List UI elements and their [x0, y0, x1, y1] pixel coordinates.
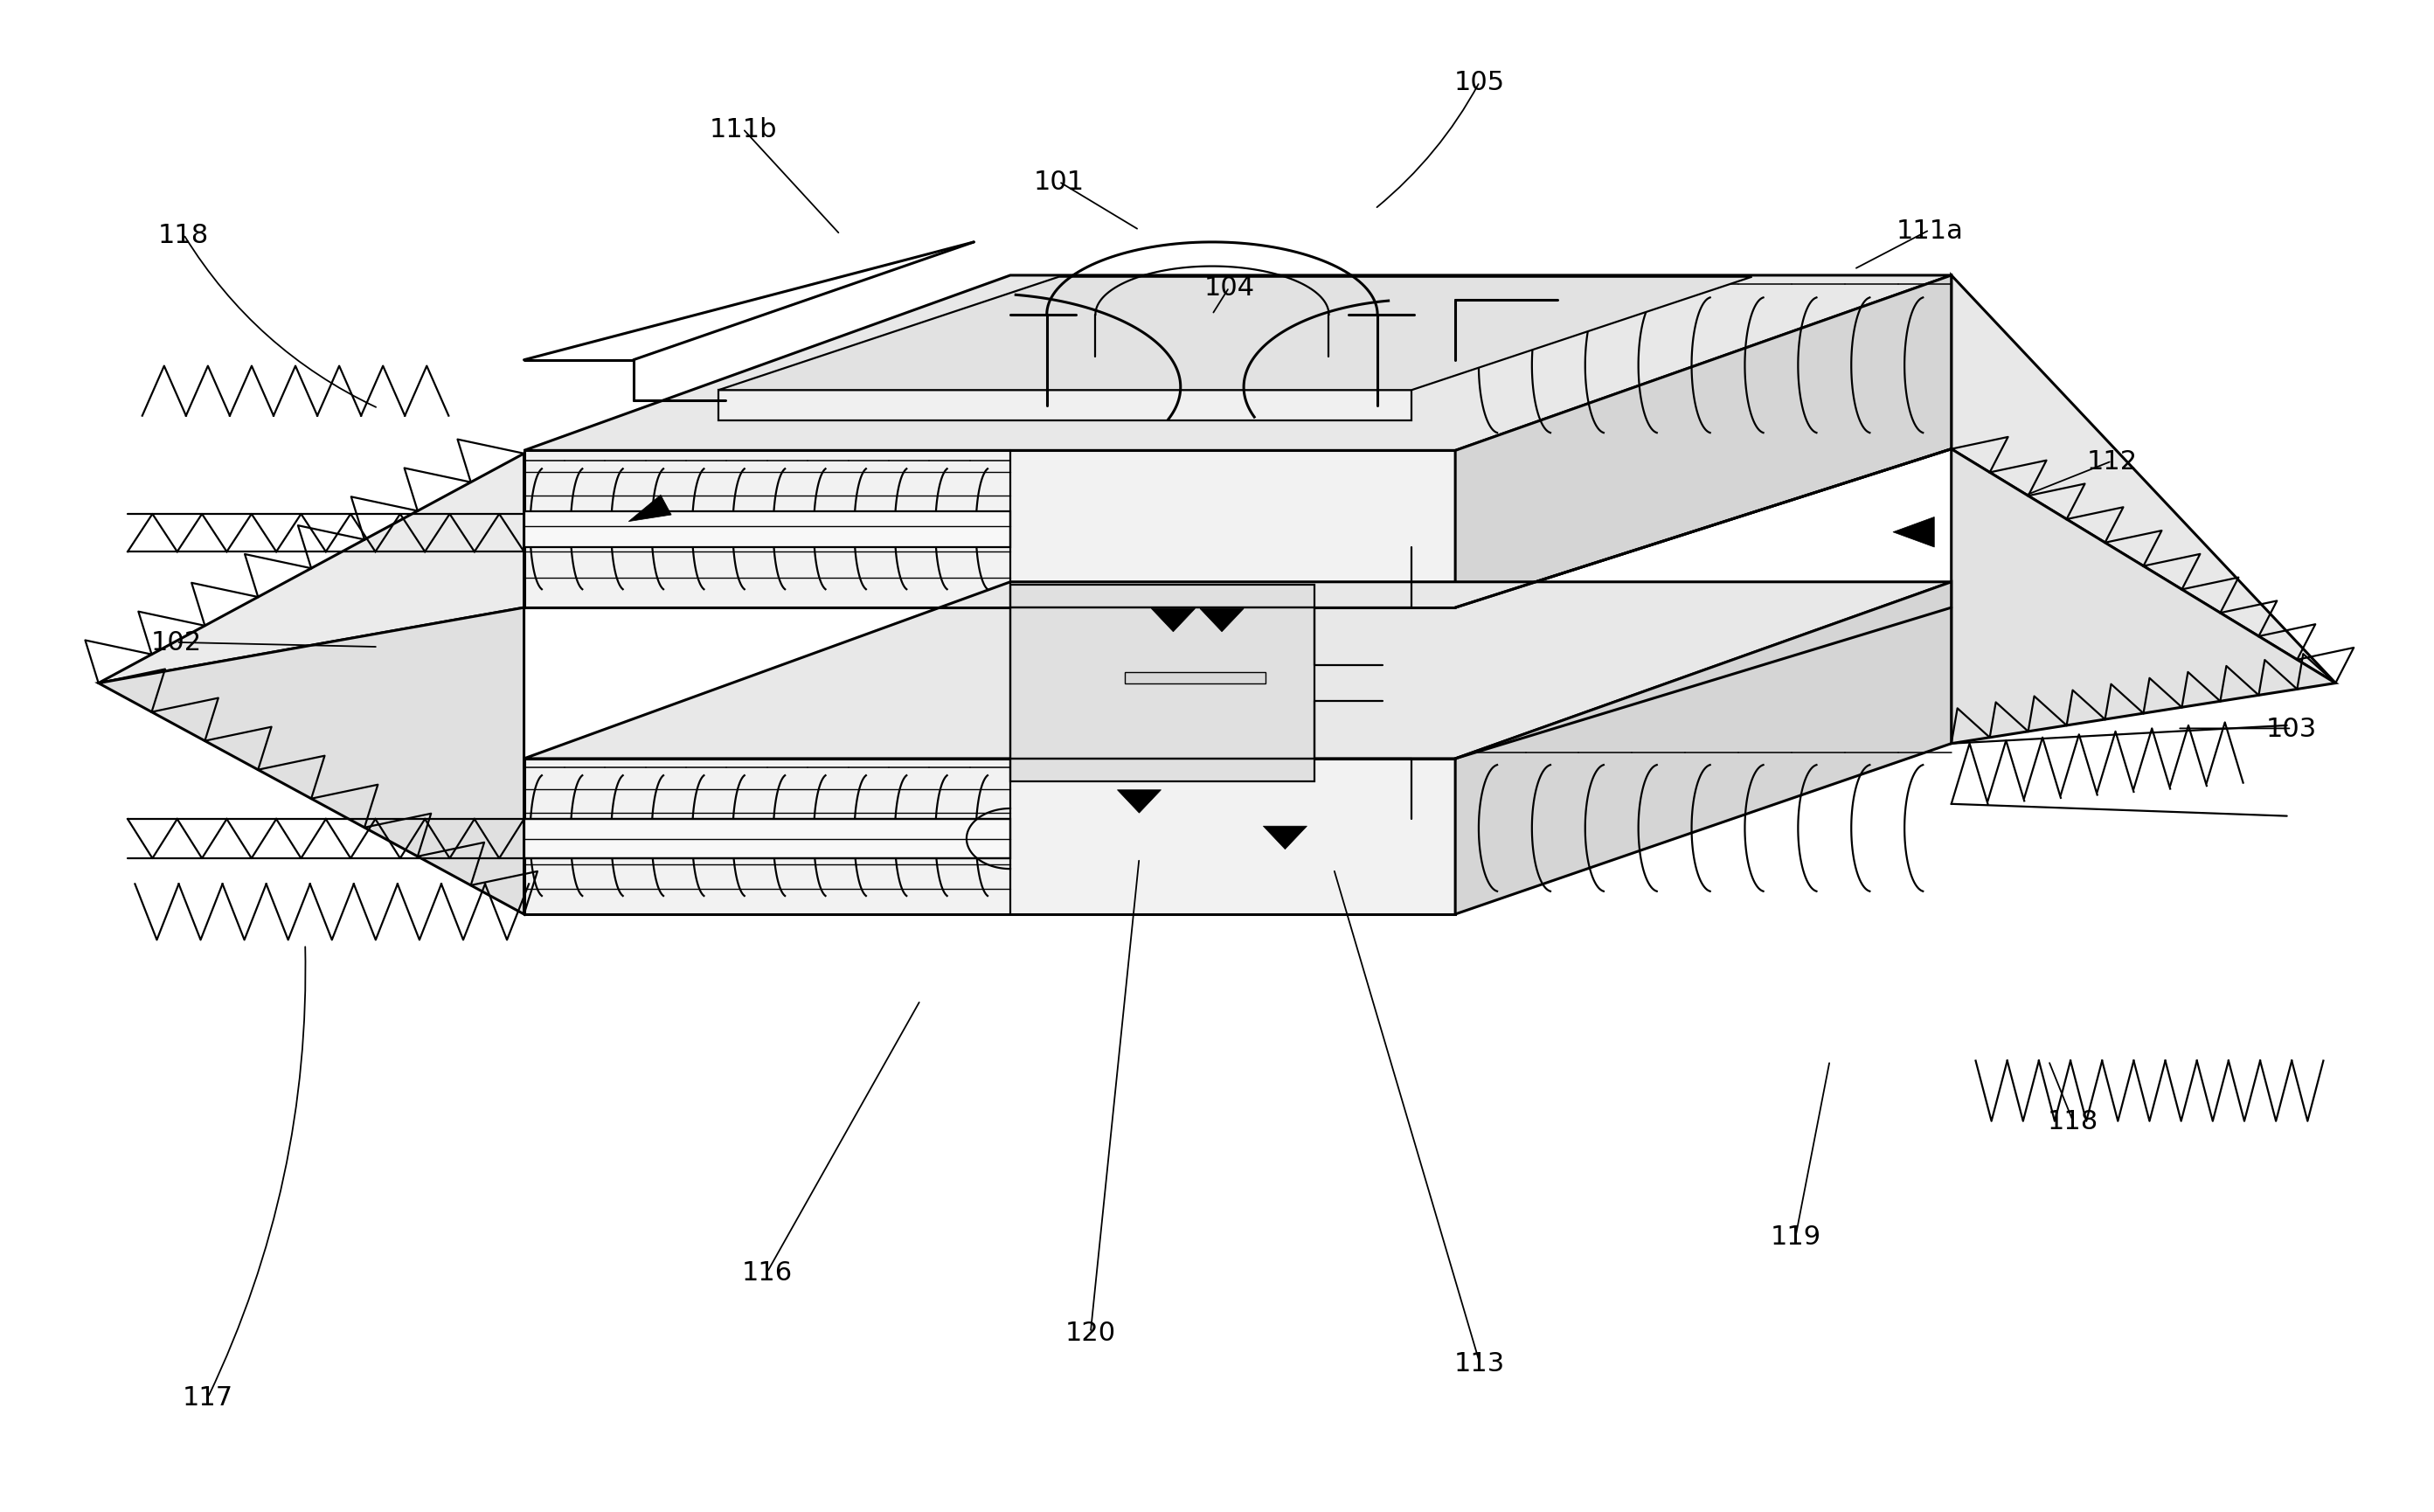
Polygon shape [1456, 582, 1952, 915]
Polygon shape [523, 582, 1952, 759]
Polygon shape [523, 759, 1456, 915]
Polygon shape [523, 820, 1010, 859]
Polygon shape [523, 451, 1456, 608]
Text: 101: 101 [1034, 169, 1086, 195]
Text: 120: 120 [1066, 1320, 1115, 1346]
Text: 111a: 111a [1896, 218, 1964, 243]
Text: 116: 116 [742, 1259, 793, 1285]
Text: 104: 104 [1205, 275, 1254, 301]
Polygon shape [523, 511, 1010, 547]
Text: 105: 105 [1453, 70, 1504, 95]
Polygon shape [1125, 673, 1266, 683]
Polygon shape [523, 277, 1952, 451]
Text: 113: 113 [1453, 1350, 1504, 1376]
Polygon shape [1456, 277, 1952, 608]
Polygon shape [718, 390, 1412, 420]
Text: 118: 118 [2047, 1108, 2098, 1134]
Polygon shape [1010, 585, 1314, 782]
Text: 103: 103 [2266, 717, 2317, 741]
Text: 102: 102 [151, 631, 202, 655]
Polygon shape [97, 608, 523, 915]
Polygon shape [1952, 277, 2337, 683]
Text: 112: 112 [2086, 449, 2137, 475]
Polygon shape [1117, 791, 1161, 813]
Polygon shape [1952, 449, 2337, 744]
Polygon shape [1151, 609, 1195, 632]
Polygon shape [718, 278, 1752, 390]
Text: 119: 119 [1770, 1223, 1821, 1249]
Text: 117: 117 [183, 1385, 234, 1411]
Polygon shape [97, 454, 523, 683]
Polygon shape [628, 496, 672, 522]
Polygon shape [1200, 609, 1244, 632]
Polygon shape [1894, 517, 1935, 547]
Text: 111b: 111b [708, 116, 776, 142]
Text: 118: 118 [158, 222, 209, 248]
Polygon shape [1263, 827, 1307, 850]
